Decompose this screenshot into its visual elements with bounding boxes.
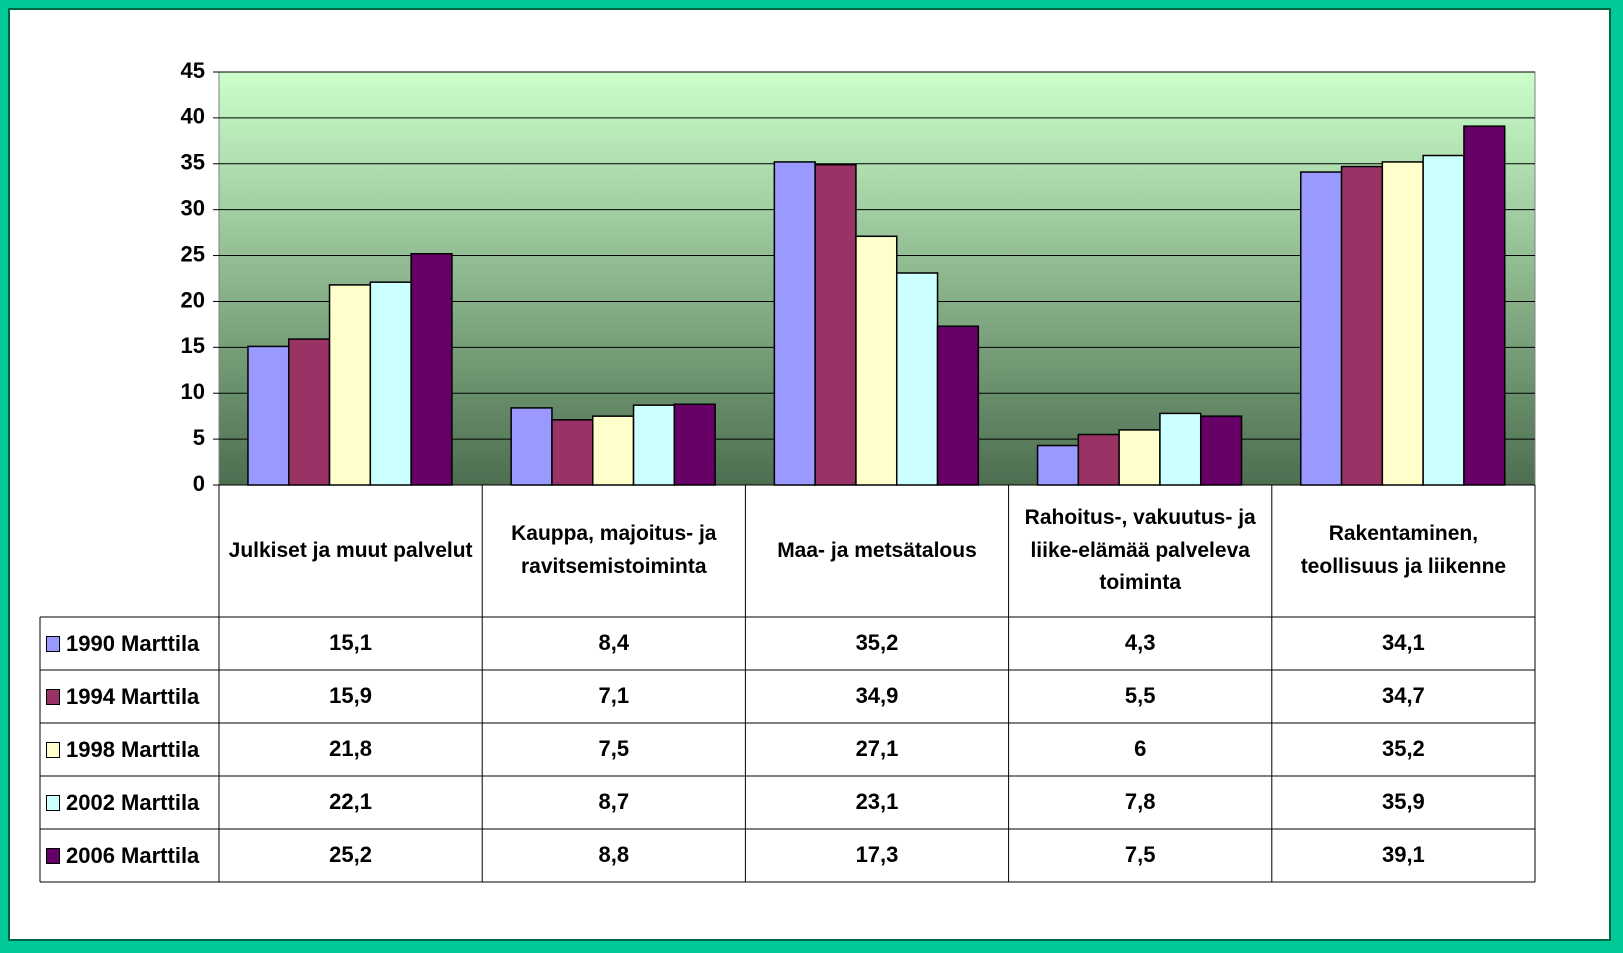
bar: [1463, 125, 1506, 486]
bar: [1036, 444, 1080, 486]
bar: [1199, 415, 1243, 486]
y-tick-label: 5: [193, 425, 205, 450]
y-tick-label: 30: [181, 195, 205, 220]
table-value: 7,1: [598, 683, 630, 709]
bar: [814, 163, 857, 486]
table-value: 27,1: [855, 736, 899, 762]
table-value: 4,3: [1124, 630, 1156, 656]
bar: [247, 345, 290, 486]
legend-entry: 1998 Marttila: [40, 723, 219, 776]
y-tick-label: 25: [181, 241, 205, 266]
table-value: 8,8: [598, 842, 630, 868]
bar: [410, 252, 453, 486]
bar: [1118, 429, 1161, 486]
bar: [551, 419, 594, 486]
table-value: 23,1: [855, 789, 899, 815]
table-value: 34,7: [1381, 683, 1425, 709]
legend-key: [46, 635, 60, 652]
bar: [895, 272, 939, 486]
table-value: 22,1: [329, 789, 372, 815]
y-tick-label: 20: [181, 287, 205, 312]
bar: [632, 404, 676, 486]
y-tick-label: 35: [181, 150, 205, 175]
table-value: 7,5: [598, 736, 630, 762]
bar: [1381, 161, 1424, 486]
legend-label: 2006 Marttila: [66, 842, 200, 868]
category-label: Rahoitus-, vakuutus- ja liike-elämää pal…: [1024, 506, 1256, 595]
bar: [1340, 165, 1384, 486]
bar: [1077, 433, 1120, 486]
table-value: 34,1: [1381, 630, 1425, 656]
y-tick-label: 45: [181, 58, 205, 83]
table-value: 39,1: [1381, 842, 1425, 868]
legend-entry: 1990 Marttila: [40, 617, 219, 670]
category-label: Maa- ja metsätalous: [777, 538, 977, 562]
legend-label: 1994 Marttila: [66, 683, 200, 709]
table-value: 8,7: [598, 789, 630, 815]
legend-entry: 2006 Marttila: [40, 829, 219, 882]
bar: [773, 161, 816, 486]
y-tick-label: 40: [181, 104, 205, 129]
y-tick-label: 0: [193, 471, 205, 496]
table-value: 7,8: [1124, 789, 1156, 815]
table-value: 17,3: [855, 842, 899, 868]
category-label: Julkiset ja muut palvelut: [228, 538, 473, 562]
bar: [591, 415, 635, 486]
y-tick-label: 10: [181, 379, 205, 404]
bar: [936, 325, 980, 486]
bar: [369, 281, 412, 486]
legend-entry: 2002 Marttila: [40, 776, 219, 829]
table-value: 35,9: [1381, 789, 1425, 815]
table-value: 34,9: [855, 683, 899, 709]
legend-key: [46, 847, 60, 864]
y-tick-label: 15: [181, 333, 205, 358]
bar: [1422, 154, 1465, 486]
bar: [673, 403, 716, 486]
bar: [328, 284, 372, 486]
legend-key: [46, 741, 60, 758]
legend-key: [46, 794, 60, 811]
table-value: 15,9: [329, 683, 372, 709]
table-value: 7,5: [1124, 842, 1156, 868]
bar: [1159, 412, 1202, 486]
table-value: 25,2: [329, 842, 372, 868]
table-value: 8,4: [598, 630, 630, 656]
legend-label: 2002 Marttila: [66, 789, 200, 815]
legend-label: 1990 Marttila: [66, 630, 200, 656]
legend-entry: 1994 Marttila: [40, 670, 219, 723]
legend-label: 1998 Marttila: [66, 736, 200, 762]
table-value: 35,2: [1381, 736, 1425, 762]
table-value: 35,2: [855, 630, 899, 656]
bar: [1300, 171, 1343, 486]
table-value: 15,1: [329, 630, 372, 656]
category-label: Rakentaminen, teollisuus ja liikenne: [1300, 522, 1507, 578]
bar: [287, 338, 331, 486]
table-value: 6: [1134, 736, 1147, 762]
category-label: Kauppa, majoitus- ja ravitsemistoiminta: [511, 522, 717, 578]
bar: [510, 407, 553, 486]
bar: [855, 235, 898, 486]
table-value: 5,5: [1124, 683, 1156, 709]
table-value: 21,8: [329, 736, 372, 762]
legend-key: [46, 688, 60, 705]
